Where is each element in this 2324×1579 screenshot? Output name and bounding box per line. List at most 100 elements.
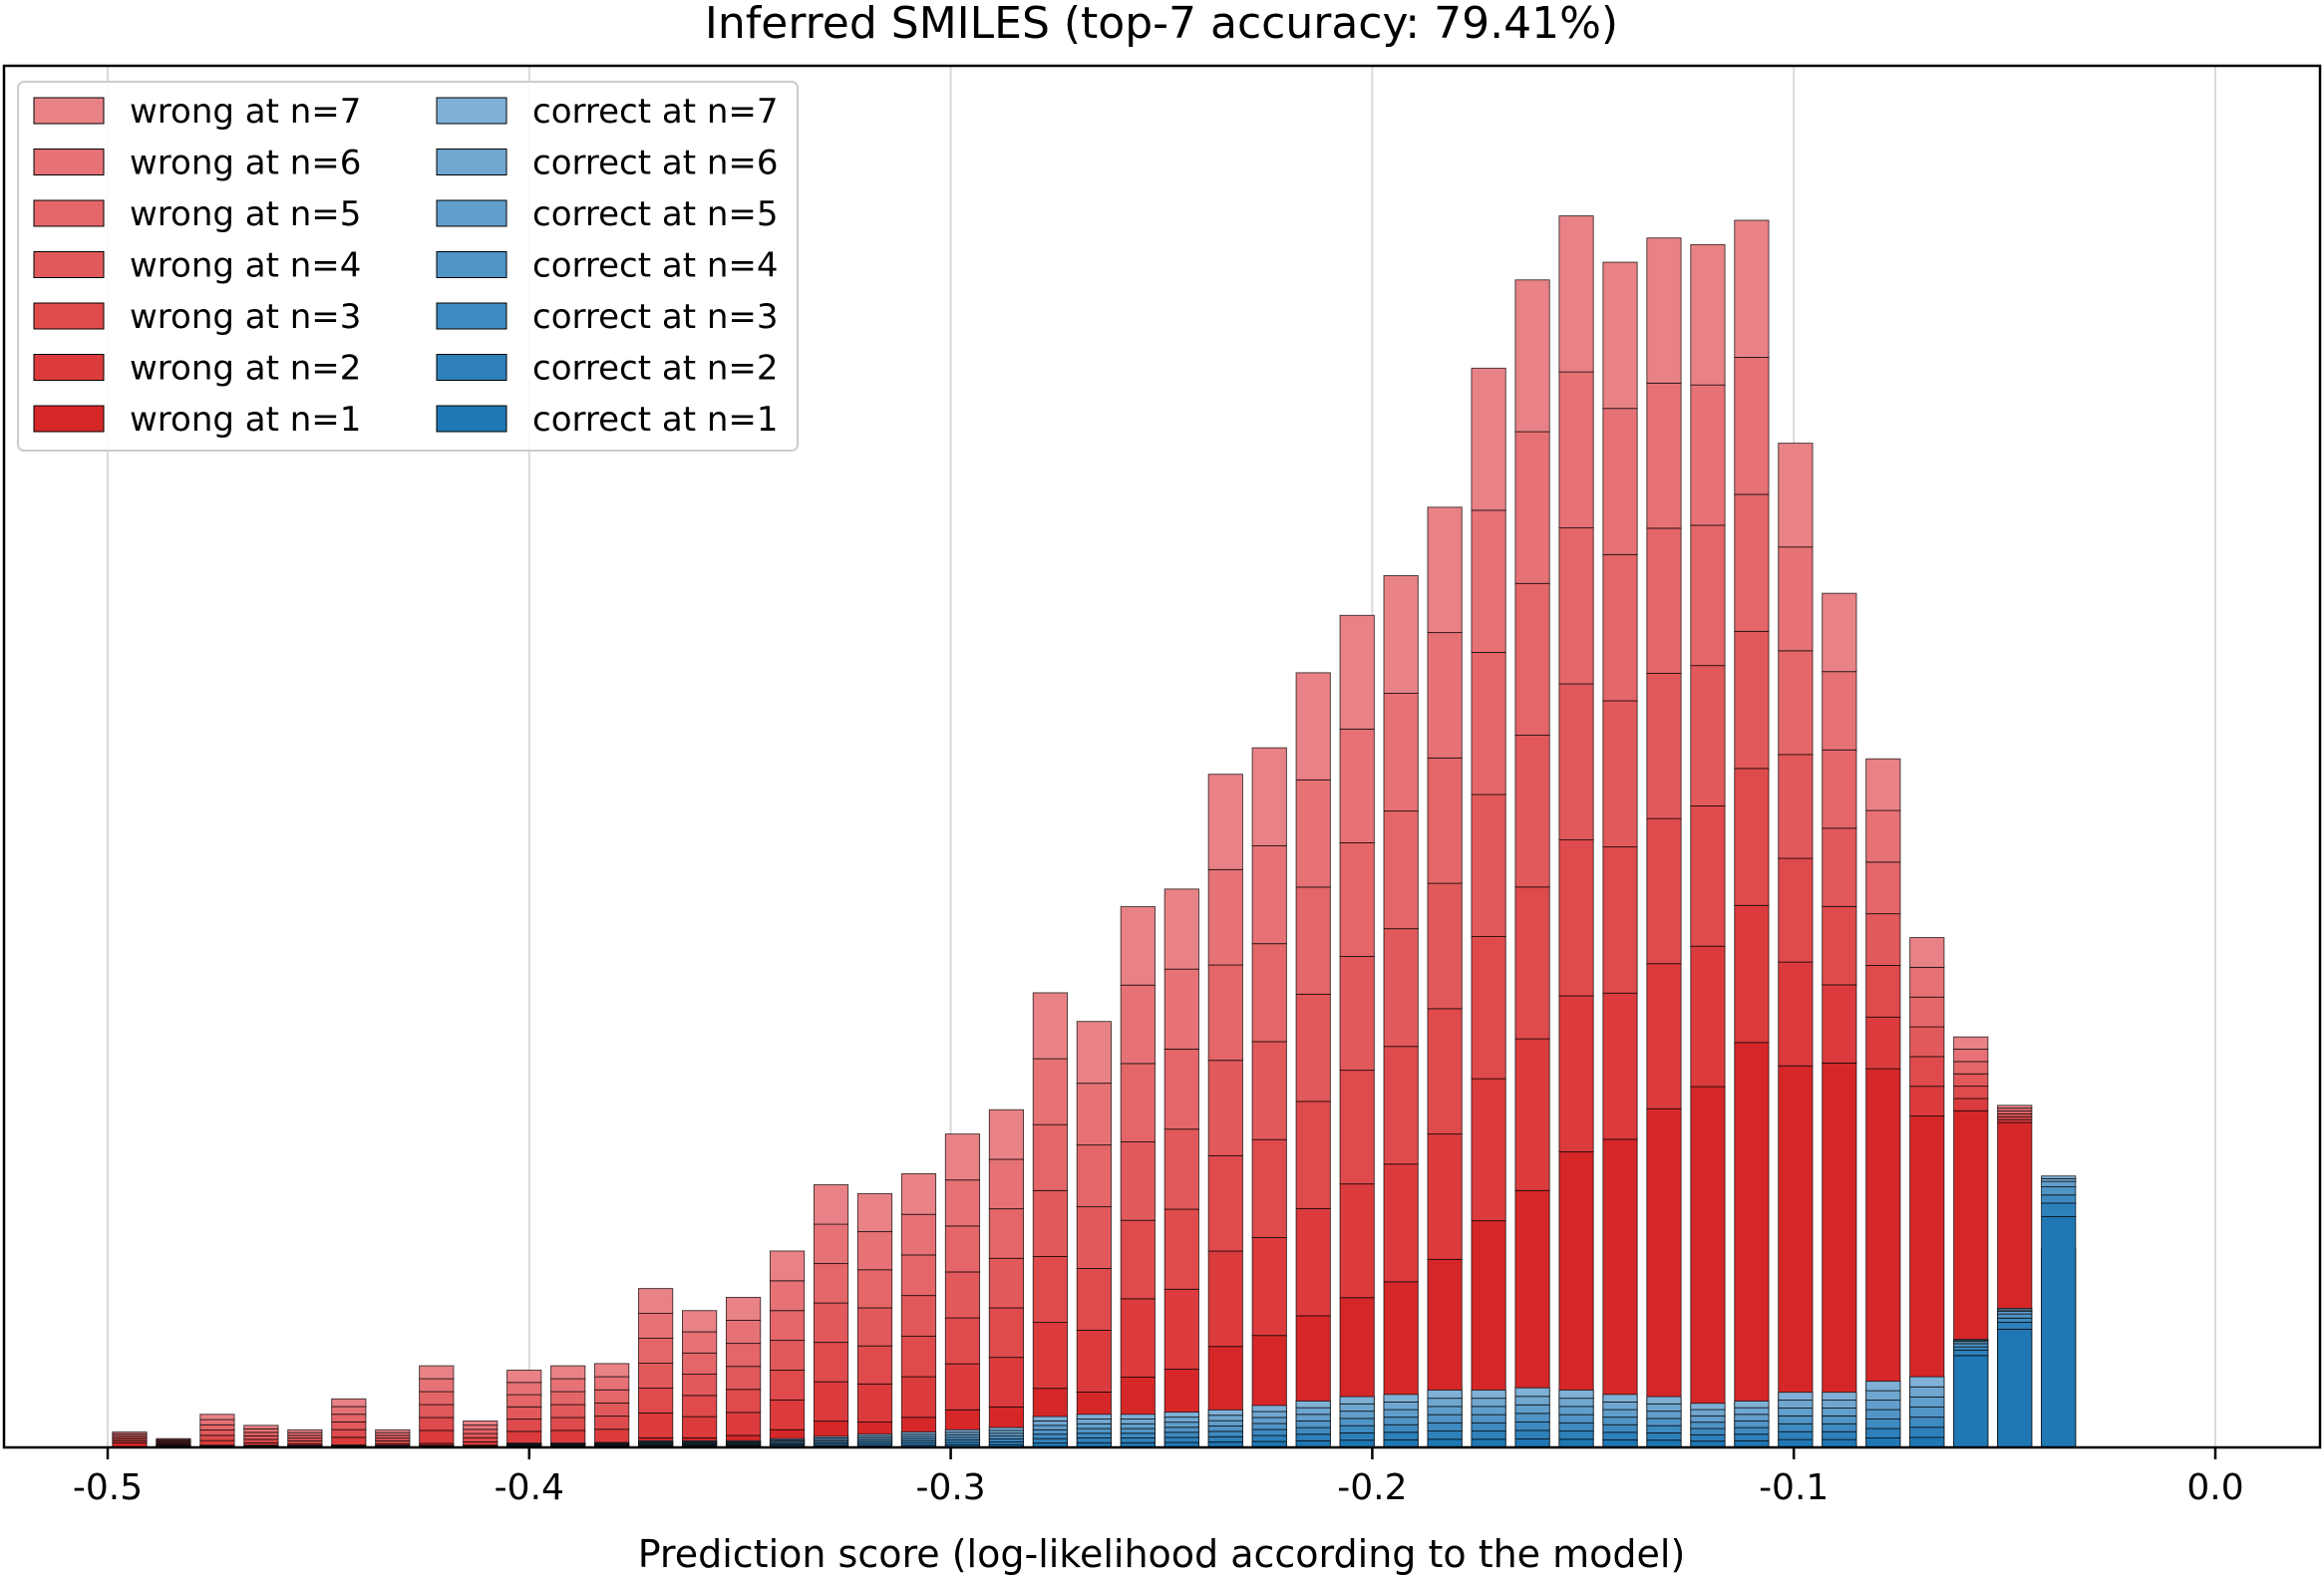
correct-bar-segment [1953,1349,1989,1357]
wrong-bar-segment [243,1424,279,1429]
correct-bar-segment [1207,1435,1243,1443]
wrong-bar-segment [1076,1021,1112,1085]
wrong-bar-segment [638,1313,674,1339]
correct-bar-segment [1997,1308,2033,1311]
wrong-bar-segment [199,1419,235,1425]
wrong-bar-segment [550,1378,586,1393]
correct-bar-segment [1558,1414,1594,1423]
correct-bar-segment [1427,1430,1463,1440]
correct-bar-segment [1734,1420,1770,1428]
legend-label: correct at n=1 [532,400,779,440]
wrong-bar-segment [506,1419,542,1432]
correct-bar-segment [1690,1409,1726,1417]
correct-bar-segment [1514,1421,1550,1431]
correct-bar-segment [1076,1414,1112,1420]
correct-bar-segment [769,1437,806,1440]
correct-bar-segment [1383,1417,1419,1425]
correct-bar-segment [2041,1216,2077,1448]
wrong-bar-segment [1163,1048,1199,1130]
wrong-bar-segment [813,1223,849,1265]
correct-bar-segment [1690,1433,1726,1442]
correct-bar-segment [1734,1407,1770,1416]
correct-bar-segment [1120,1414,1156,1420]
wrong-bar-segment [856,1307,893,1347]
wrong-bar-segment [1822,905,1857,986]
correct-bar-segment [1997,1328,2033,1448]
wrong-bar-segment [1427,1008,1463,1135]
correct-bar-segment [1778,1392,1814,1402]
correct-bar-segment [1865,1390,1901,1402]
correct-bar-segment [1427,1421,1463,1432]
wrong-bar-segment [1822,1062,1857,1448]
wrong-bar-segment [1471,936,1506,1080]
wrong-bar-segment [1339,728,1375,843]
wrong-bar-segment [1207,1154,1243,1252]
correct-bar-segment [1471,1414,1506,1423]
correct-bar-segment [1646,1411,1682,1420]
wrong-bar-segment [199,1434,235,1441]
wrong-bar-segment [1514,431,1550,584]
correct-bar-segment [1778,1422,1814,1432]
correct-bar-segment [1778,1400,1814,1409]
correct-bar-segment [2041,1175,2077,1179]
wrong-bar-segment [1295,993,1331,1103]
wrong-bar-segment [243,1427,279,1433]
wrong-bar-segment [1251,943,1287,1043]
wrong-bar-segment [1032,1123,1068,1191]
legend-label: wrong at n=6 [130,144,361,183]
legend: wrong at n=7 wrong at n=6 wrong at n=5 wron… [17,81,799,452]
correct-bar-segment [1251,1422,1287,1430]
wrong-bar-segment [1865,965,1901,1018]
wrong-bar-segment [944,1225,981,1273]
wrong-bar-segment [1822,592,1857,673]
wrong-bar-segment [725,1296,762,1321]
wrong-bar-segment [1953,1098,1989,1111]
legend-swatch [33,354,105,381]
wrong-bar-segment [1778,961,1814,1067]
wrong-bar-segment [1251,747,1287,846]
wrong-bar-segment [1427,1133,1463,1260]
correct-bar-segment [1602,1423,1638,1433]
wrong-bar-segment [506,1382,542,1396]
correct-bar-segment [1383,1394,1419,1403]
correct-bar-segment [1997,1313,2033,1319]
correct-bar-segment [1997,1317,2033,1323]
wrong-bar-segment [856,1345,893,1385]
wrong-bar-segment [112,1431,148,1434]
wrong-bar-segment [638,1338,674,1364]
wrong-bar-segment [1076,1268,1112,1331]
wrong-bar-segment [1558,527,1594,685]
x-tick-label: -0.2 [1337,1467,1407,1508]
wrong-bar-segment [1251,1236,1287,1337]
correct-bar-segment [1207,1430,1243,1437]
correct-bar-segment [813,1435,849,1438]
legend-swatch [33,97,105,125]
correct-bar-segment [1646,1396,1682,1405]
wrong-bar-segment [1251,1041,1287,1140]
correct-bar-segment [1339,1396,1375,1405]
wrong-bar-segment [1690,1086,1726,1448]
correct-bar-segment [1032,1428,1068,1435]
wrong-bar-segment [900,1295,937,1337]
wrong-bar-segment [1032,1189,1068,1257]
correct-bar-segment [1602,1402,1638,1411]
legend-label: correct at n=4 [532,246,779,286]
wrong-bar-segment [1690,384,1726,526]
correct-bar-segment [1778,1430,1814,1440]
wrong-bar-segment [1865,913,1901,966]
correct-bar-segment [1295,1414,1331,1421]
correct-bar-segment [1076,1419,1112,1424]
legend-swatch [436,149,507,175]
wrong-bar-segment [1909,966,1945,998]
correct-bar-segment [1646,1424,1682,1433]
correct-bar-segment [1909,1426,1945,1438]
chart-title: Inferred SMILES (top-7 accuracy: 79.41%) [705,0,1618,49]
correct-bar-segment [1865,1419,1901,1429]
correct-bar-segment [1514,1429,1550,1439]
wrong-bar-segment [1383,1163,1419,1283]
wrong-bar-segment [1646,382,1682,529]
wrong-bar-segment [1076,1144,1112,1208]
x-tick-label: -0.1 [1759,1467,1828,1508]
wrong-bar-segment [1427,757,1463,884]
correct-bar-segment [1514,1413,1550,1422]
